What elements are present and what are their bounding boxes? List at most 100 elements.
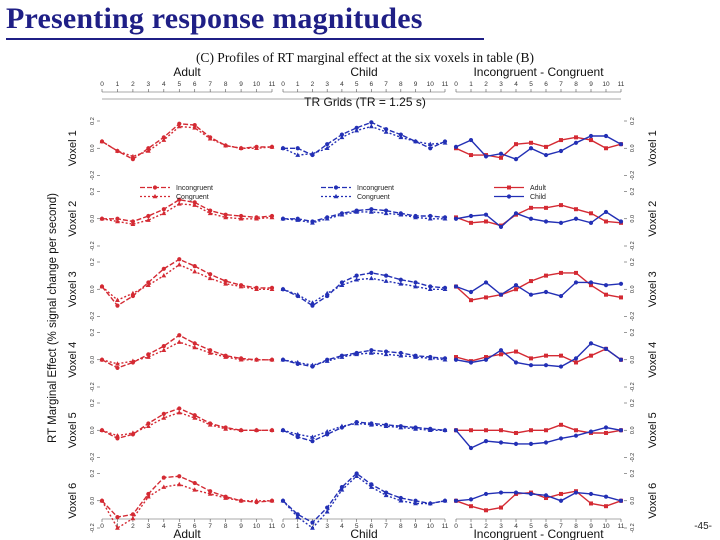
child-congruent-point [427,286,433,292]
y-tick-label: 0.0 [630,215,636,223]
y-tick-label: -0.2 [630,312,636,321]
adult-incongruent-line [101,475,273,518]
y-tick-label: -0.2 [90,382,96,391]
child-congruent-point [398,134,404,140]
x-tick-label: 6 [370,81,374,88]
child-congruent-point [280,427,286,433]
diff-adult-point [559,491,563,496]
child-incongruent-point [428,146,433,151]
child-congruent-point [324,290,330,296]
adult-incongruent-line [102,198,273,223]
adult-incongruent-point [177,257,182,262]
diff-child-point [453,284,459,289]
x-tick-label: 1 [116,81,120,88]
diff-adult-point [604,292,608,297]
diff-child-point [513,283,519,288]
diff-child-point [468,497,474,502]
x-tick-label: 1 [469,81,473,88]
diff-child-point [453,428,459,433]
child-congruent-point [354,473,360,479]
diff-adult-point [544,353,548,358]
column-header-0: Adult [173,65,201,79]
y-tick-label: 0.0 [630,497,636,505]
diff-child-point [543,363,549,368]
child-congruent-point [324,509,330,514]
child-congruent-point [339,354,345,359]
diff-adult-point [499,155,503,160]
adult-congruent-point [176,481,182,487]
child-incongruent-point [369,348,374,353]
panel-grid: Adult Adult Child Child Incongruent - Congru… [67,65,659,540]
child-incongruent-point [383,349,389,354]
child-congruent-point [368,484,374,489]
adult-congruent-point [145,494,151,499]
adult-incongruent-point [223,278,228,284]
adult-congruent-point [269,144,275,149]
diff-adult-point [514,349,518,354]
diff-child-point [603,494,609,499]
x-tick-label: 4 [514,523,518,530]
x-tick-label: 11 [269,523,276,530]
adult-congruent-point [99,427,105,433]
x-tick-label: 9 [414,523,418,530]
adult-congruent-point [223,214,229,220]
adult-congruent-point [207,491,213,496]
adult-congruent-point [223,142,229,148]
x-tick-label: 8 [224,81,228,88]
legend-label-0-1: Congruent [176,194,209,201]
child-congruent-line [282,352,446,366]
adult-congruent-point [207,136,213,141]
y-tick-label: 0.2 [630,188,636,196]
y-tick-label: 0.2 [90,470,96,478]
adult-incongruent-point [115,515,120,520]
legend-marker [506,194,512,199]
x-tick-label: 6 [370,523,374,530]
diff-adult-point [574,360,578,365]
adult-congruent-point [192,125,198,130]
x-tick-label: 2 [131,81,135,88]
diff-child-point [453,498,459,503]
row-label-left-3: Voxel 4 [67,342,79,378]
child-congruent-point [427,427,433,433]
diff-child-point [513,490,519,495]
adult-congruent-point [161,137,167,142]
child-incongruent-point [310,520,315,525]
x-tick-label: 0 [454,523,458,530]
slide-title: Presenting response magnitudes [6,2,423,35]
child-congruent-point [339,487,345,492]
row-label-left-5: Voxel 6 [67,483,79,519]
adult-incongruent-point [208,348,213,353]
adult-congruent-point [254,427,259,433]
adult-congruent-point [269,286,275,292]
diff-child-point [603,283,609,288]
x-axis-label: TR Grids (TR = 1.25 s) [304,95,426,109]
child-incongruent-point [325,142,330,147]
adult-incongruent-point [177,474,182,479]
x-tick-label: 5 [529,81,533,88]
x-tick-label: 5 [355,523,359,530]
child-congruent-point [383,129,389,134]
child-congruent-point [413,138,418,144]
x-tick-label: 2 [311,81,315,88]
diff-child-point [483,439,489,444]
adult-congruent-point [223,354,229,359]
diff-adult-point [514,142,518,147]
x-tick-label: 5 [177,523,181,530]
adult-congruent-point [269,214,275,220]
legend-label-0-0: Incongruent [176,185,213,192]
diff-adult-point [529,279,533,284]
adult-incongruent-point [208,272,213,277]
child-congruent-point [339,134,345,140]
child-congruent-line [282,125,446,156]
y-tick-label: -0.2 [90,241,96,250]
legend-label-2-1: Child [530,194,546,201]
adult-incongruent-line [101,407,272,440]
child-congruent-point [295,292,301,297]
adult-congruent-point [207,210,213,216]
y-tick-label: -0.2 [630,171,636,180]
diff-child-point [618,142,624,147]
child-congruent-point [383,423,389,428]
diff-child-point [618,219,624,224]
x-tick-label: 4 [514,81,518,88]
adult-incongruent-point [161,135,166,140]
